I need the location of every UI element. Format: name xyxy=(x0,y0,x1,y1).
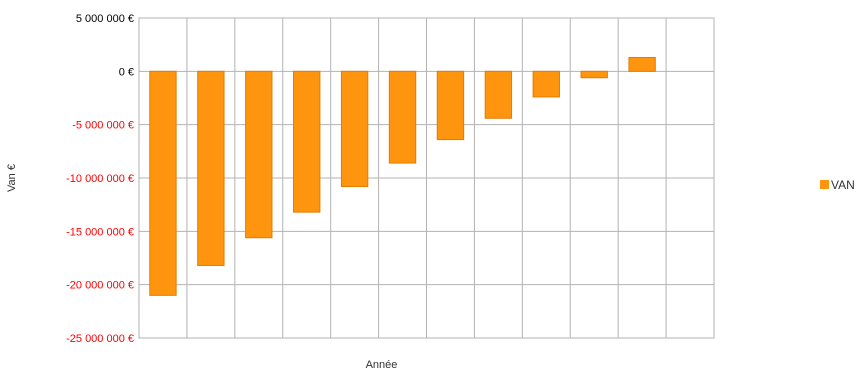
bar-series-van xyxy=(149,56,656,296)
legend: VAN xyxy=(820,178,855,192)
bar-van-8 xyxy=(484,70,513,119)
y-axis-tick-labels: 5 000 000 € 0 € -5 000 000 € -10 000 000 € -… xyxy=(66,13,134,345)
legend-swatch-van xyxy=(820,180,829,189)
y-tick-label: -5 000 000 € xyxy=(72,120,134,132)
bar-van-7 xyxy=(436,70,465,141)
chart-grid xyxy=(139,17,714,339)
x-axis-title: Année xyxy=(366,359,398,370)
y-tick-label: 0 € xyxy=(119,66,134,78)
legend-label-van: VAN xyxy=(831,178,855,192)
bar-van-3 xyxy=(245,70,273,239)
y-tick-label: 5 000 000 € xyxy=(76,13,134,25)
bar-van-1 xyxy=(149,70,177,296)
bar-van-4 xyxy=(293,70,321,213)
y-tick-label: -20 000 000 € xyxy=(66,280,134,292)
y-axis-title: Van € xyxy=(6,164,18,192)
y-tick-label: -15 000 000 € xyxy=(66,226,134,238)
y-tick-label: -25 000 000 € xyxy=(66,333,134,345)
y-tick-label: -10 000 000 € xyxy=(66,173,134,185)
plot-area-frame xyxy=(138,17,715,339)
bar-van-11 xyxy=(628,56,656,72)
bar-van-2 xyxy=(197,70,225,266)
bar-van-10 xyxy=(580,70,608,79)
bar-van-6 xyxy=(388,70,417,164)
bar-van-9 xyxy=(532,70,560,98)
bar-van-5 xyxy=(340,70,369,188)
